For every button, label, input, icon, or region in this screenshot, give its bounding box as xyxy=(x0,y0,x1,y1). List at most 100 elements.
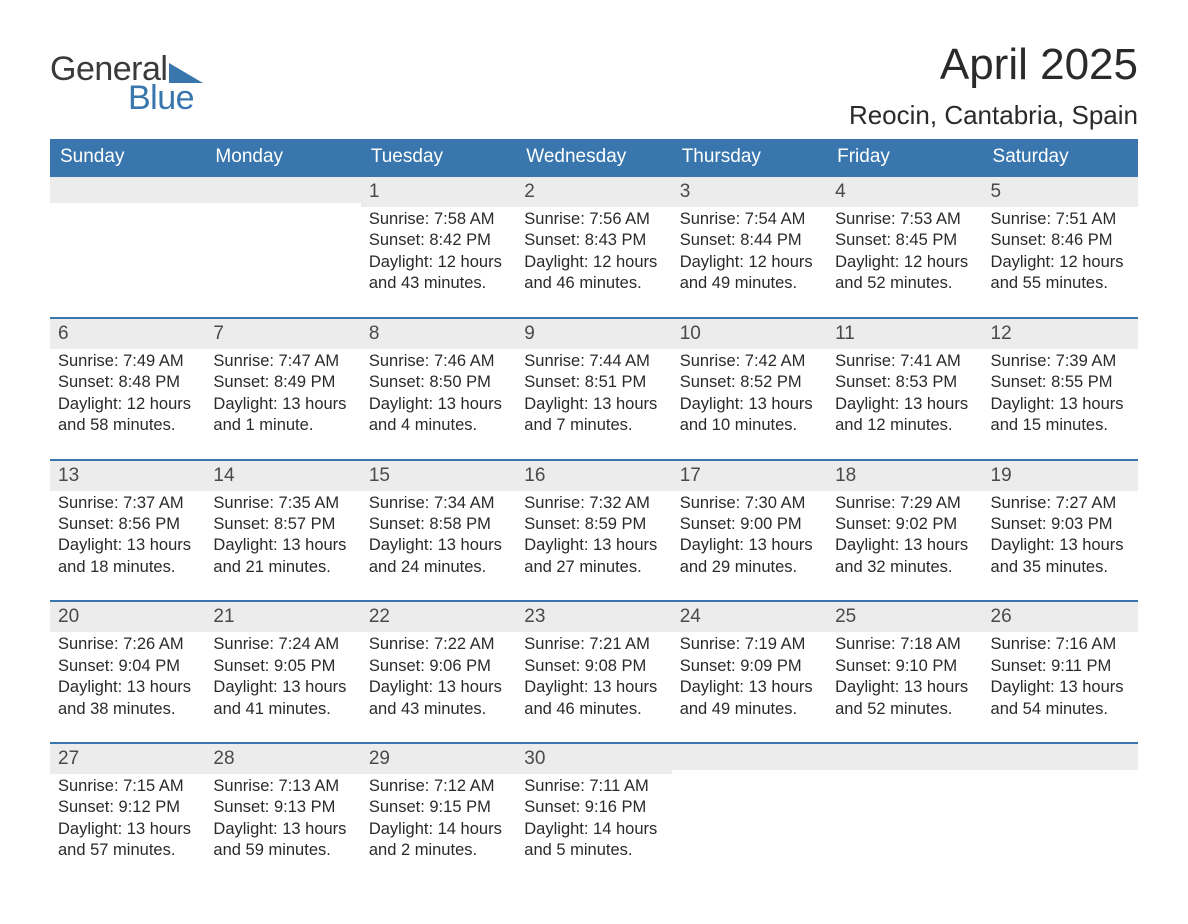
day-number xyxy=(672,744,827,770)
sunset-line: Sunset: 9:00 PM xyxy=(680,514,819,535)
sunrise-line: Sunrise: 7:41 AM xyxy=(835,351,974,372)
calendar-day-cell: 2Sunrise: 7:56 AMSunset: 8:43 PMDaylight… xyxy=(516,176,671,318)
calendar-day-cell xyxy=(827,743,982,884)
day-number: 30 xyxy=(516,744,671,774)
day-number: 25 xyxy=(827,602,982,632)
sunset-line: Sunset: 8:48 PM xyxy=(58,372,197,393)
calendar-day-cell: 21Sunrise: 7:24 AMSunset: 9:05 PMDayligh… xyxy=(205,601,360,743)
page-title: April 2025 xyxy=(849,40,1138,90)
day-number: 2 xyxy=(516,177,671,207)
day-number: 27 xyxy=(50,744,205,774)
weekday-header: Tuesday xyxy=(361,139,516,176)
daylight-line: Daylight: 13 hours and 41 minutes. xyxy=(213,677,352,720)
daylight-line: Daylight: 13 hours and 15 minutes. xyxy=(991,394,1130,437)
calendar-day-cell: 26Sunrise: 7:16 AMSunset: 9:11 PMDayligh… xyxy=(983,601,1138,743)
daylight-line: Daylight: 13 hours and 43 minutes. xyxy=(369,677,508,720)
sunset-line: Sunset: 8:46 PM xyxy=(991,230,1130,251)
daylight-line: Daylight: 13 hours and 32 minutes. xyxy=(835,535,974,578)
sunrise-line: Sunrise: 7:58 AM xyxy=(369,209,508,230)
day-number: 3 xyxy=(672,177,827,207)
day-details xyxy=(205,203,360,307)
day-details: Sunrise: 7:46 AMSunset: 8:50 PMDaylight:… xyxy=(361,349,516,459)
sunset-line: Sunset: 8:59 PM xyxy=(524,514,663,535)
sunrise-line: Sunrise: 7:11 AM xyxy=(524,776,663,797)
sunset-line: Sunset: 8:51 PM xyxy=(524,372,663,393)
sunrise-line: Sunrise: 7:47 AM xyxy=(213,351,352,372)
day-details: Sunrise: 7:34 AMSunset: 8:58 PMDaylight:… xyxy=(361,491,516,601)
sunrise-line: Sunrise: 7:49 AM xyxy=(58,351,197,372)
sunset-line: Sunset: 9:13 PM xyxy=(213,797,352,818)
daylight-line: Daylight: 12 hours and 58 minutes. xyxy=(58,394,197,437)
sunrise-line: Sunrise: 7:54 AM xyxy=(680,209,819,230)
sunset-line: Sunset: 8:56 PM xyxy=(58,514,197,535)
calendar-week-row: 20Sunrise: 7:26 AMSunset: 9:04 PMDayligh… xyxy=(50,601,1138,743)
day-details: Sunrise: 7:44 AMSunset: 8:51 PMDaylight:… xyxy=(516,349,671,459)
day-number: 14 xyxy=(205,461,360,491)
sunset-line: Sunset: 8:45 PM xyxy=(835,230,974,251)
day-details: Sunrise: 7:54 AMSunset: 8:44 PMDaylight:… xyxy=(672,207,827,317)
day-number: 10 xyxy=(672,319,827,349)
day-number: 8 xyxy=(361,319,516,349)
sunset-line: Sunset: 8:55 PM xyxy=(991,372,1130,393)
day-details: Sunrise: 7:35 AMSunset: 8:57 PMDaylight:… xyxy=(205,491,360,601)
day-number: 22 xyxy=(361,602,516,632)
day-number xyxy=(205,177,360,203)
sunset-line: Sunset: 8:50 PM xyxy=(369,372,508,393)
daylight-line: Daylight: 13 hours and 38 minutes. xyxy=(58,677,197,720)
sunrise-line: Sunrise: 7:37 AM xyxy=(58,493,197,514)
daylight-line: Daylight: 13 hours and 54 minutes. xyxy=(991,677,1130,720)
day-number: 11 xyxy=(827,319,982,349)
daylight-line: Daylight: 13 hours and 21 minutes. xyxy=(213,535,352,578)
daylight-line: Daylight: 13 hours and 49 minutes. xyxy=(680,677,819,720)
sunrise-line: Sunrise: 7:12 AM xyxy=(369,776,508,797)
calendar-day-cell: 20Sunrise: 7:26 AMSunset: 9:04 PMDayligh… xyxy=(50,601,205,743)
day-details: Sunrise: 7:53 AMSunset: 8:45 PMDaylight:… xyxy=(827,207,982,317)
calendar-week-row: 27Sunrise: 7:15 AMSunset: 9:12 PMDayligh… xyxy=(50,743,1138,884)
sunrise-line: Sunrise: 7:56 AM xyxy=(524,209,663,230)
daylight-line: Daylight: 13 hours and 27 minutes. xyxy=(524,535,663,578)
calendar-day-cell: 27Sunrise: 7:15 AMSunset: 9:12 PMDayligh… xyxy=(50,743,205,884)
calendar-day-cell: 23Sunrise: 7:21 AMSunset: 9:08 PMDayligh… xyxy=(516,601,671,743)
calendar-day-cell: 9Sunrise: 7:44 AMSunset: 8:51 PMDaylight… xyxy=(516,318,671,460)
sunrise-line: Sunrise: 7:27 AM xyxy=(991,493,1130,514)
daylight-line: Daylight: 12 hours and 49 minutes. xyxy=(680,252,819,295)
calendar-week-row: 6Sunrise: 7:49 AMSunset: 8:48 PMDaylight… xyxy=(50,318,1138,460)
calendar-day-cell: 5Sunrise: 7:51 AMSunset: 8:46 PMDaylight… xyxy=(983,176,1138,318)
day-number: 1 xyxy=(361,177,516,207)
day-details: Sunrise: 7:27 AMSunset: 9:03 PMDaylight:… xyxy=(983,491,1138,601)
sunset-line: Sunset: 9:11 PM xyxy=(991,656,1130,677)
sunrise-line: Sunrise: 7:24 AM xyxy=(213,634,352,655)
sunrise-line: Sunrise: 7:22 AM xyxy=(369,634,508,655)
day-number: 6 xyxy=(50,319,205,349)
day-details: Sunrise: 7:18 AMSunset: 9:10 PMDaylight:… xyxy=(827,632,982,742)
calendar-day-cell: 29Sunrise: 7:12 AMSunset: 9:15 PMDayligh… xyxy=(361,743,516,884)
sunrise-line: Sunrise: 7:44 AM xyxy=(524,351,663,372)
sunrise-line: Sunrise: 7:51 AM xyxy=(991,209,1130,230)
weekday-header: Sunday xyxy=(50,139,205,176)
day-number: 23 xyxy=(516,602,671,632)
logo-text-blue: Blue xyxy=(128,79,194,118)
daylight-line: Daylight: 13 hours and 18 minutes. xyxy=(58,535,197,578)
sunset-line: Sunset: 9:16 PM xyxy=(524,797,663,818)
day-details: Sunrise: 7:11 AMSunset: 9:16 PMDaylight:… xyxy=(516,774,671,884)
day-number: 12 xyxy=(983,319,1138,349)
sunrise-line: Sunrise: 7:46 AM xyxy=(369,351,508,372)
daylight-line: Daylight: 13 hours and 7 minutes. xyxy=(524,394,663,437)
calendar-day-cell: 25Sunrise: 7:18 AMSunset: 9:10 PMDayligh… xyxy=(827,601,982,743)
day-details: Sunrise: 7:47 AMSunset: 8:49 PMDaylight:… xyxy=(205,349,360,459)
calendar-day-cell: 17Sunrise: 7:30 AMSunset: 9:00 PMDayligh… xyxy=(672,460,827,602)
day-details xyxy=(50,203,205,307)
daylight-line: Daylight: 13 hours and 52 minutes. xyxy=(835,677,974,720)
calendar-day-cell: 4Sunrise: 7:53 AMSunset: 8:45 PMDaylight… xyxy=(827,176,982,318)
sunrise-line: Sunrise: 7:16 AM xyxy=(991,634,1130,655)
day-number: 15 xyxy=(361,461,516,491)
day-number: 26 xyxy=(983,602,1138,632)
day-details: Sunrise: 7:41 AMSunset: 8:53 PMDaylight:… xyxy=(827,349,982,459)
calendar-day-cell: 11Sunrise: 7:41 AMSunset: 8:53 PMDayligh… xyxy=(827,318,982,460)
calendar-table: SundayMondayTuesdayWednesdayThursdayFrid… xyxy=(50,139,1138,884)
sunrise-line: Sunrise: 7:42 AM xyxy=(680,351,819,372)
day-details: Sunrise: 7:15 AMSunset: 9:12 PMDaylight:… xyxy=(50,774,205,884)
day-details: Sunrise: 7:32 AMSunset: 8:59 PMDaylight:… xyxy=(516,491,671,601)
sunset-line: Sunset: 9:04 PM xyxy=(58,656,197,677)
day-number: 20 xyxy=(50,602,205,632)
